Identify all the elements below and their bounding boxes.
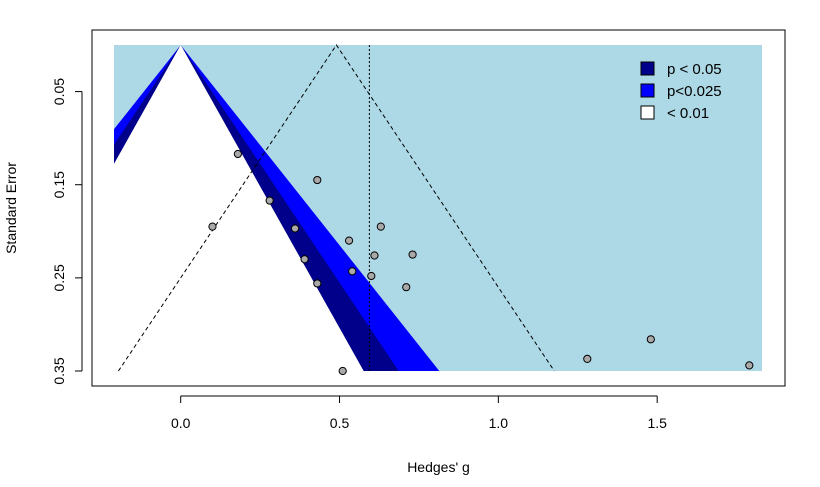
y-tick-label-2: 0.25 xyxy=(51,264,67,291)
data-point-4 xyxy=(290,224,300,233)
x-tick-label-1: 0.5 xyxy=(330,415,350,431)
y-tick-label-3: 0.35 xyxy=(51,357,67,384)
legend-label-1: p < 0.05 xyxy=(667,61,722,78)
data-point-15 xyxy=(408,250,417,259)
data-point-12 xyxy=(370,251,379,260)
left-wedge-0.01 xyxy=(114,45,181,145)
data-point-6 xyxy=(313,279,322,288)
white-region xyxy=(114,45,364,371)
legend-label-2: p<0.025 xyxy=(667,83,722,100)
data-point-8 xyxy=(338,366,347,376)
x-tick-label-2: 1.0 xyxy=(489,415,509,431)
data-point-10 xyxy=(348,267,357,276)
y-tick-label-0: 0.05 xyxy=(51,78,67,105)
left-light-region xyxy=(114,45,181,130)
x-tick-label-0: 0.0 xyxy=(171,415,191,431)
data-points xyxy=(208,149,754,376)
left-margin xyxy=(93,31,114,385)
x-axis-title: Hedges' g xyxy=(407,459,470,475)
y-axis-title: Standard Error xyxy=(3,162,19,254)
y-tick-label-1: 0.15 xyxy=(51,171,67,198)
data-point-7 xyxy=(313,175,322,185)
x-tick-label-3: 1.5 xyxy=(647,415,667,431)
data-point-17 xyxy=(646,335,655,344)
data-point-5 xyxy=(300,255,309,264)
legend-label-3: < 0.01 xyxy=(667,105,709,122)
legend-swatch-2 xyxy=(640,83,655,98)
bottom-margin xyxy=(114,371,762,385)
data-point-14 xyxy=(402,283,411,292)
contour-regions xyxy=(93,31,784,385)
legend: p < 0.05 p<0.025 < 0.01 xyxy=(640,61,722,122)
data-point-9 xyxy=(344,236,354,245)
data-point-1 xyxy=(208,222,217,231)
left-wedge-0.025 xyxy=(114,45,181,164)
data-point-11 xyxy=(367,271,376,281)
legend-swatch-1 xyxy=(640,61,655,76)
funnel-95-lines xyxy=(117,44,555,372)
axes: 0.0 0.5 1.0 1.5 0.05 0.15 0.25 0.35 xyxy=(51,78,667,431)
legend-swatch-3 xyxy=(640,105,655,120)
data-point-13 xyxy=(376,222,385,231)
data-point-3 xyxy=(265,196,274,205)
right-margin xyxy=(762,31,784,385)
data-point-16 xyxy=(583,354,592,363)
data-point-2 xyxy=(233,149,242,159)
reference-lines xyxy=(117,44,555,372)
data-point-18 xyxy=(745,361,754,370)
plot-frame xyxy=(91,29,786,387)
top-margin xyxy=(93,31,784,45)
